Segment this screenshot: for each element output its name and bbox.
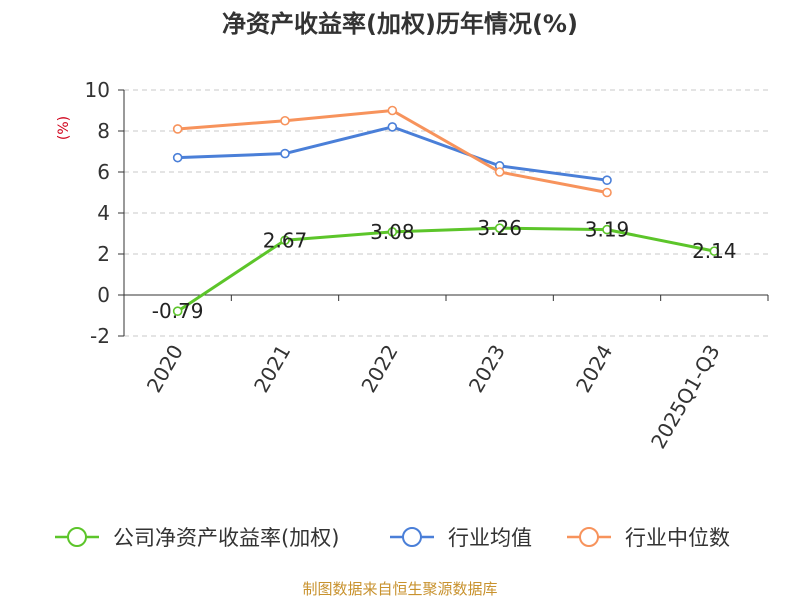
data-label: 3.08 <box>370 220 415 244</box>
data-point <box>709 246 720 256</box>
data-label: 2.14 <box>692 239 737 263</box>
data-label: -0.79 <box>152 299 204 323</box>
legend-marker-icon <box>402 527 422 547</box>
legend-label: 行业均值 <box>448 526 532 550</box>
data-point <box>387 122 398 132</box>
legend-marker-icon <box>67 527 87 547</box>
data-point <box>387 227 398 237</box>
y-tick-label: 4 <box>97 201 110 225</box>
data-labels: -0.79 2.67 3.08 3.26 3.19 2.14 <box>152 216 737 323</box>
source-note: 制图数据来自恒生聚源数据库 <box>302 580 497 598</box>
data-point <box>280 148 290 159</box>
x-tick-label: 2020 <box>142 341 188 397</box>
data-point <box>602 187 612 198</box>
x-tick-label: 2022 <box>356 341 402 397</box>
data-point <box>494 167 505 177</box>
data-label: 3.19 <box>585 218 630 242</box>
axes <box>118 89 769 337</box>
y-tick-label: 8 <box>97 119 110 143</box>
y-tick-label: 2 <box>97 242 110 266</box>
data-label: 2.67 <box>263 228 308 252</box>
chart-title: 净资产收益率(加权)历年情况(%) <box>222 10 578 38</box>
y-tick-label: -2 <box>90 324 110 348</box>
series-group <box>172 105 720 316</box>
data-point <box>172 152 183 163</box>
data-point <box>602 175 612 185</box>
y-tick-label: 10 <box>85 78 110 102</box>
series-line <box>176 226 715 313</box>
x-tick-label: 2023 <box>464 340 510 396</box>
x-tick-labels: 2020 2021 2022 2023 2024 2025Q1-Q3 <box>142 340 725 452</box>
data-label: 3.26 <box>477 216 522 240</box>
x-tick-label: 2021 <box>249 341 295 397</box>
y-tick-label: 6 <box>97 160 110 184</box>
legend-label: 公司净资产收益率(加权) <box>113 526 339 550</box>
legend-label: 行业中位数 <box>625 526 730 550</box>
data-point <box>387 105 398 116</box>
legend-marker-icon <box>579 527 599 547</box>
x-tick-label: 2024 <box>571 341 617 397</box>
y-tick-labels: -2 0 2 4 6 8 10 <box>85 78 110 348</box>
data-point <box>172 306 183 316</box>
data-point <box>280 115 290 126</box>
legend: 公司净资产收益率(加权) 行业均值 行业中位数 <box>55 526 730 550</box>
data-point <box>602 224 612 235</box>
y-tick-label: 0 <box>97 283 110 307</box>
data-point <box>494 223 505 233</box>
data-point <box>280 235 290 246</box>
data-point <box>172 124 183 134</box>
x-tick-label: 2025Q1-Q3 <box>646 341 725 453</box>
y-axis-label: (%) <box>56 116 72 140</box>
